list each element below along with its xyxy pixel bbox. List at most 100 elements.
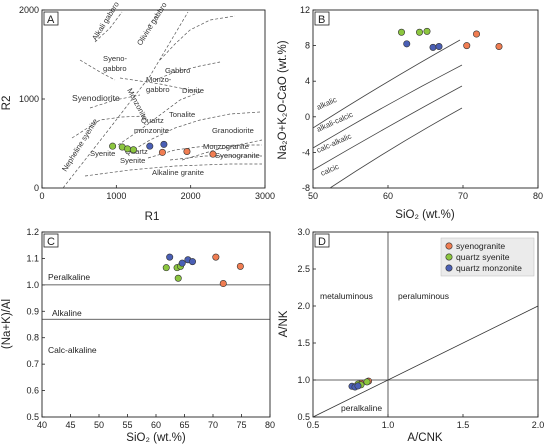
legend-label: syenogranite [456, 241, 505, 251]
panel-b-tag: B [318, 14, 325, 26]
y-tick-label: 8 [305, 41, 310, 51]
y-tick-label: 2000 [19, 5, 39, 15]
y-tick-label: 0.5 [26, 412, 39, 422]
data-point-syenogranite [209, 150, 217, 158]
field-label: Monzogranite [203, 142, 249, 151]
data-point-quartz-monzonite [188, 258, 196, 266]
y-tick-label: -4 [302, 147, 310, 157]
data-point-quartz-monzonite [146, 142, 154, 150]
y-tick-label: 1000 [19, 94, 39, 104]
data-point-quartz-syenite [174, 274, 182, 282]
x-tick-label: 60 [151, 420, 161, 430]
field-label: gabbro [103, 64, 127, 73]
field-label: Syenogranite [215, 151, 260, 160]
data-point-quartz-monzonite [178, 259, 186, 267]
panel-a: A 0 1000 2000 3000 0 1000 2000 R1 R2 Alkali ga… [1, 0, 275, 223]
field-label: monzonite [134, 126, 169, 135]
panel-c-frame [41, 231, 271, 418]
x-tick-label: 0.5 [307, 420, 320, 430]
panel-a-ylabel: R2 [1, 96, 13, 111]
field-label: Calc-alkaline [48, 345, 97, 355]
x-tick-label: 0 [39, 191, 44, 201]
panel-b-ylabel: Na₂O+K₂O-CaO (wt.%) [277, 40, 289, 159]
data-point-quartz-monzonite [160, 140, 168, 148]
data-point-quartz-syenite [415, 28, 423, 36]
legend-box [440, 237, 535, 277]
field-label: Quartz [125, 147, 148, 156]
panel-a-tag-box [43, 11, 59, 26]
data-point-quartz-syenite [162, 264, 170, 272]
x-tick-label: 75 [236, 420, 246, 430]
y-tick-label: 0.8 [26, 333, 39, 343]
data-point-quartz-monzonite [429, 43, 437, 51]
x-tick-label: 1.0 [382, 420, 395, 430]
panel-c-boundary-lines [42, 284, 270, 320]
data-point-syenogranite [495, 42, 503, 50]
field-label: Syenite [120, 156, 145, 165]
legend-marker [445, 264, 453, 272]
data-point-syenogranite [219, 280, 227, 288]
panel-b-boundary-curves [312, 39, 463, 189]
x-tick-label: 60 [383, 191, 393, 201]
y-tick-label: 2.0 [297, 301, 310, 311]
panel-b-frame [312, 9, 539, 189]
panel-d-ylabel: A/NK [278, 310, 290, 337]
x-tick-label: 50 [94, 420, 104, 430]
data-point-quartz-monzonite [435, 42, 443, 50]
field-label: peraluminous [398, 291, 449, 301]
y-tick-label: 1.1 [26, 253, 39, 263]
field-label: Monzo- [146, 75, 172, 84]
data-point-quartz-syenite [397, 28, 405, 36]
x-tick-label: 70 [208, 420, 218, 430]
field-label: metaluminous [320, 291, 373, 301]
y-tick-label: 0.5 [297, 412, 310, 422]
field-label: alkali-calcic [315, 110, 354, 134]
y-tick-label: 1.0 [297, 375, 310, 385]
x-tick-label: 55 [122, 420, 132, 430]
y-tick-label: 2.5 [297, 264, 310, 274]
y-tick-label: 0.6 [26, 386, 39, 396]
field-label: Alkaline granite [152, 168, 204, 177]
panel-c-ticks: 40 45 50 55 60 65 70 75 80 0.5 0.6 0.7 0.8 0.9 1.0 1.1 1… [26, 227, 275, 430]
x-tick-label: 2000 [181, 191, 201, 201]
data-point-syenogranite [183, 148, 191, 156]
data-point-syenogranite [158, 148, 166, 156]
field-label: Syeno- [103, 54, 128, 63]
data-point-quartz-monzonite [166, 253, 174, 261]
panel-c: C 40 45 50 55 60 65 70 75 80 0.5 0.6 0.7 0.8 0.9 1.0 1.… [1, 227, 275, 444]
x-tick-label: 80 [265, 420, 275, 430]
y-tick-label: 1.0 [26, 280, 39, 290]
panel-b-tag-box [314, 11, 330, 26]
panel-c-tag-box [43, 233, 59, 248]
y-tick-label: 0 [34, 183, 39, 193]
legend-label: quartz monzonite [456, 263, 522, 273]
panel-a-ticks: 0 1000 2000 3000 0 1000 2000 [19, 5, 275, 201]
panel-b: B 50 60 70 80 -8 -4 0 4 8 12 SiO₂ (wt.%) Na₂O+K₂O… [277, 5, 543, 221]
y-tick-label: 4 [305, 76, 310, 86]
panel-c-points [162, 253, 244, 288]
x-tick-label: 1.5 [457, 420, 470, 430]
boundary-line [312, 305, 539, 418]
data-point-quartz-syenite [363, 378, 371, 386]
panel-c-ylabel: (Na+K)/Al [1, 299, 13, 349]
legend-label: quartz syenite [456, 252, 510, 262]
panel-d-frame [312, 231, 539, 418]
legend-marker [445, 253, 453, 261]
legend-marker [445, 242, 453, 250]
x-tick-label: 40 [37, 420, 47, 430]
x-tick-label: 80 [533, 191, 543, 201]
data-point-syenogranite [236, 262, 244, 270]
y-tick-label: 0.9 [26, 306, 39, 316]
y-tick-label: 1.2 [26, 227, 39, 237]
panel-a-points [109, 140, 217, 158]
field-label: Alkaline [52, 308, 82, 318]
panel-a-tag: A [47, 14, 55, 26]
data-point-syenogranite [472, 30, 480, 38]
field-label: Peralkaline [48, 272, 90, 282]
data-point-quartz-syenite [423, 27, 431, 35]
x-tick-label: 1000 [106, 191, 126, 201]
panel-d-tag-box [314, 233, 330, 248]
panel-c-xlabel: SiO₂ (wt.%) [126, 432, 186, 444]
